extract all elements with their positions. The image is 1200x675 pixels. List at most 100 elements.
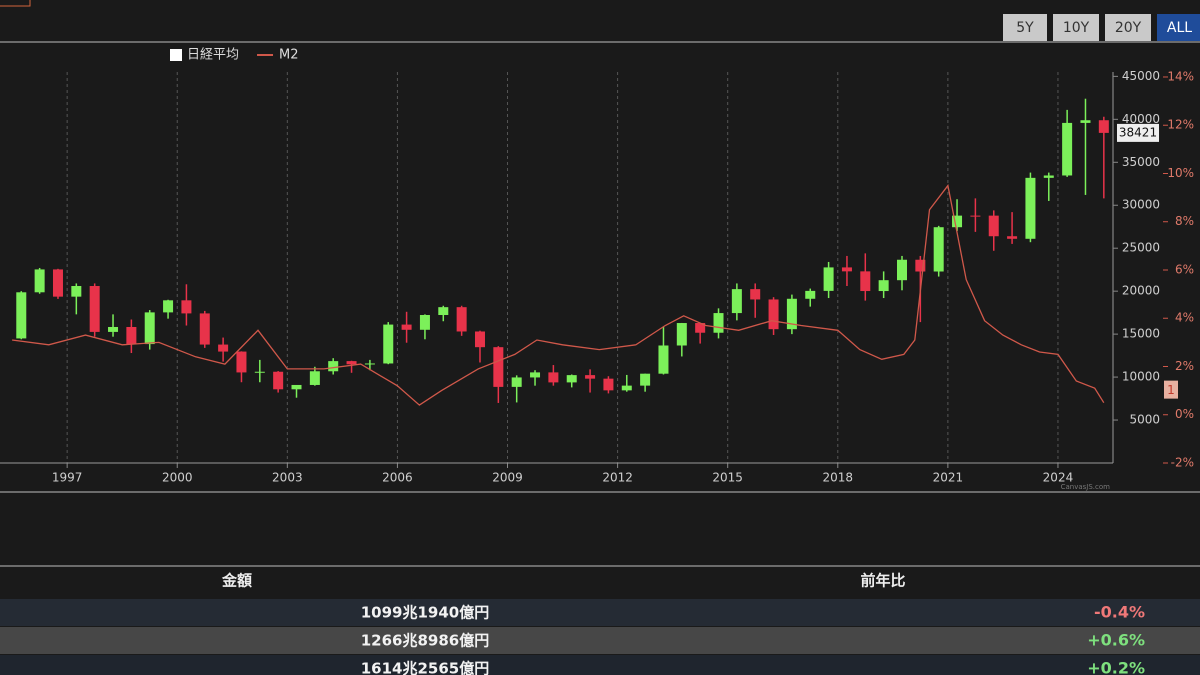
y-tick-label: 40000 [1122,112,1160,126]
table-row [0,655,1200,675]
candle-body [786,298,797,330]
x-tick-label: 2021 [933,471,964,485]
amount-cell: 1099兆1940億円 [361,604,490,622]
candle-body [309,371,320,385]
range-button[interactable] [1105,14,1151,41]
candle-body [970,215,981,217]
line-series [12,184,1105,406]
candle-body [291,384,302,390]
change-cell: +0.2% [1087,659,1145,675]
candle-body [419,315,430,330]
candle-body [218,344,229,352]
range-button-label[interactable]: 5Y [1016,20,1034,36]
candle-body [566,375,577,383]
candle-body [383,324,394,364]
candle-body [1025,177,1036,239]
y2-tick-label: 10% [1167,166,1194,180]
candle-body [676,323,687,346]
candle-body [273,371,284,390]
range-button[interactable] [1053,14,1099,41]
y2-tick-label: 8% [1175,214,1194,228]
candle-body [603,378,614,391]
candle-body [236,351,247,373]
y2-tick-label: 4% [1175,311,1194,325]
amount-cell: 1266兆8986億円 [361,632,490,650]
x-tick-label: 2024 [1043,471,1074,485]
candle-body [71,286,82,297]
x-tick-label: 2012 [602,471,633,485]
candle-body [346,361,357,365]
candle-body [108,326,119,332]
candle-body [585,375,596,379]
legend-label[interactable]: 日経平均 [187,48,239,63]
candle-body [438,307,449,316]
candle-body [933,227,944,272]
candle-body [805,290,816,299]
corner-box [0,0,31,7]
legend-label[interactable]: M2 [279,48,299,63]
last-value-tag [1117,123,1159,142]
candle-body [52,269,63,297]
candle-body [841,267,852,272]
candle-body [768,299,779,330]
change-cell: +0.6% [1087,631,1145,650]
y2-tick-label: 12% [1167,118,1194,132]
range-button-label[interactable]: ALL [1167,20,1192,36]
candle-body [915,259,926,272]
last-value-label: 38421 [1119,125,1157,139]
x-tick-label: 2009 [492,471,523,485]
table-row [0,627,1200,654]
candle-body [89,286,100,332]
x-tick-label: 2000 [162,471,193,485]
range-button-label[interactable]: 10Y [1063,20,1090,36]
y-tick-label: 10000 [1122,370,1160,384]
x-tick-label: 1997 [52,471,83,485]
candle-body [548,372,559,383]
y2-tick-label: -2% [1171,456,1194,470]
candle-body [16,292,27,339]
candle-body [1062,122,1073,176]
candle-body [144,312,155,345]
candle-body [823,267,834,291]
y2-tick-label: 6% [1175,262,1194,276]
candle-body [474,331,485,348]
candle-body [401,324,412,330]
x-tick-label: 2018 [823,471,854,485]
x-tick-label: 2015 [712,471,743,485]
candle-body [1007,236,1018,239]
candle-body [1098,120,1109,133]
candle-body [530,372,541,378]
candle-body [988,215,999,237]
y2-tick-label: 14% [1167,69,1194,83]
range-button[interactable] [1003,14,1047,41]
candle-body [878,280,889,292]
y2-last-label: 1 [1167,383,1175,397]
candle-body [34,269,45,293]
candle-body [163,300,174,313]
y-tick-label: 30000 [1122,198,1160,212]
candle-body [199,313,210,345]
candle-body [1043,175,1054,178]
candle-body [731,289,742,314]
y-tick-label: 20000 [1122,284,1160,298]
candle-body [640,373,651,386]
table-header: 前年比 [860,572,905,590]
candle-body [750,289,761,300]
y-tick-label: 35000 [1122,155,1160,169]
range-button[interactable] [1157,14,1200,41]
y2-last-tag [1164,380,1178,399]
amount-cell: 1614兆2565億円 [361,660,490,675]
candle-body [713,313,724,333]
y2-tick-label: 0% [1175,407,1194,421]
candle-body [1080,120,1091,123]
candle-body [364,363,375,365]
candle-body [896,259,907,281]
candle-body [658,345,669,374]
candle-body [493,347,504,387]
range-button-label[interactable]: 20Y [1115,20,1142,36]
x-tick-label: 2006 [382,471,413,485]
x-tick-label: 2003 [272,471,303,485]
candle-body [254,371,265,373]
